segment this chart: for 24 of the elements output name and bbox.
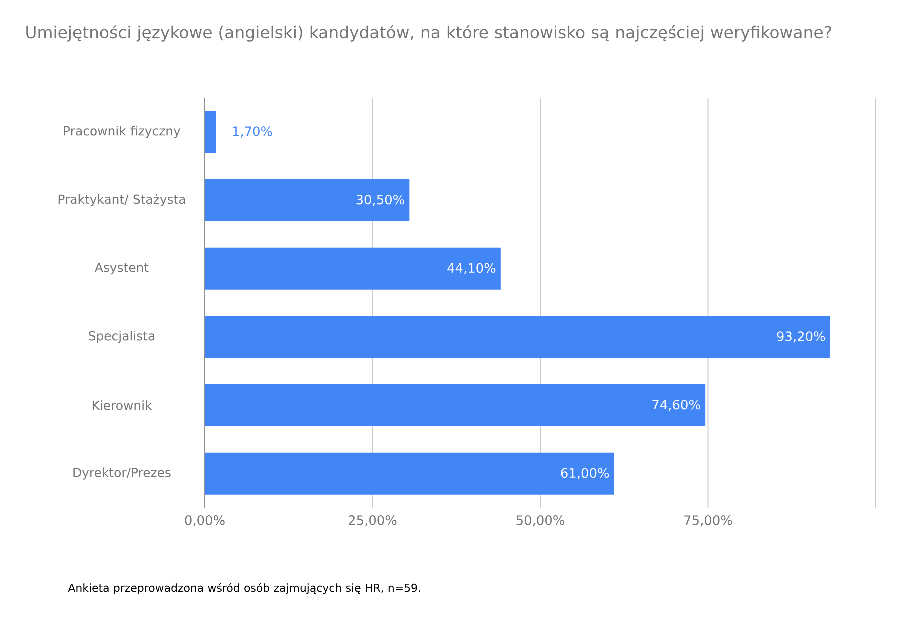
x-tick-label: 50,00% bbox=[516, 516, 564, 527]
y-tick-label: Dyrektor/Prezes bbox=[74, 468, 171, 480]
x-tick-label: 75,00% bbox=[684, 516, 732, 527]
chart-title: Umiejętności językowe (angielski) kandydatów, na które stanowisko są najczęściej weryfikowane? bbox=[26, 25, 832, 42]
bar bbox=[205, 452, 614, 495]
bar bbox=[205, 248, 501, 290]
data-label: 74,60% bbox=[652, 400, 700, 412]
bar bbox=[205, 111, 216, 154]
x-tick-label: 25,00% bbox=[349, 516, 397, 527]
bar bbox=[205, 316, 830, 358]
data-label: 44,10% bbox=[448, 263, 496, 274]
y-tick-label: Kierownik bbox=[92, 400, 152, 410]
y-tick-label: Specjalista bbox=[89, 331, 155, 344]
y-tick-label: Praktykant/ Stażysta bbox=[58, 194, 186, 207]
data-label: 1,70% bbox=[233, 126, 272, 138]
text: Ankieta przeprowadzona wśród osób zajmujących się HR, n=59. bbox=[68, 583, 420, 594]
x-tick-label: 0,00% bbox=[185, 516, 225, 527]
y-tick-label: Pracownik fizyczny bbox=[64, 126, 181, 138]
bar bbox=[205, 384, 706, 427]
data-label: 30,50% bbox=[356, 194, 404, 206]
bar bbox=[205, 180, 410, 222]
data-label: 93,20% bbox=[777, 332, 826, 343]
data-label: 61,00% bbox=[561, 468, 610, 480]
y-tick-label: Asystent bbox=[94, 263, 149, 275]
